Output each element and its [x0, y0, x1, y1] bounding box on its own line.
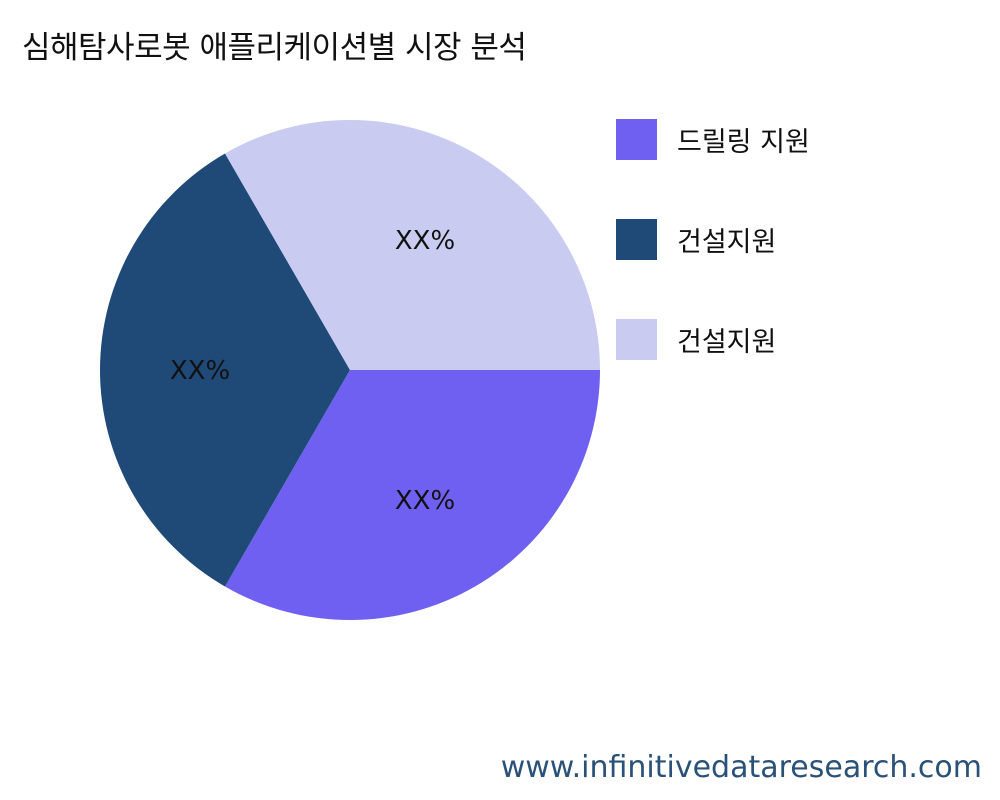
watermark: www.infinitivedataresearch.com: [500, 750, 982, 785]
legend-label: 드릴링 지원: [677, 127, 810, 158]
slice-label-1: XX%: [170, 356, 230, 386]
slice-label-0: XX%: [395, 486, 455, 516]
legend-label: 건설지원: [677, 327, 777, 358]
legend-swatch: [616, 219, 657, 260]
legend-item-1: 건설지원: [616, 219, 776, 260]
legend-item-0: 드릴링 지원: [616, 119, 810, 160]
chart-title: 심해탐사로봇 애플리케이션별 시장 분석: [22, 30, 527, 66]
legend-label: 건설지원: [677, 227, 777, 258]
legend-swatch: [616, 319, 657, 360]
pie-slice-0: [225, 370, 600, 620]
pie-slice-2: [225, 119, 600, 370]
slice-label-2: XX%: [395, 226, 455, 256]
legend-item-2: 건설지원: [616, 319, 776, 360]
legend-swatch: [616, 119, 657, 160]
